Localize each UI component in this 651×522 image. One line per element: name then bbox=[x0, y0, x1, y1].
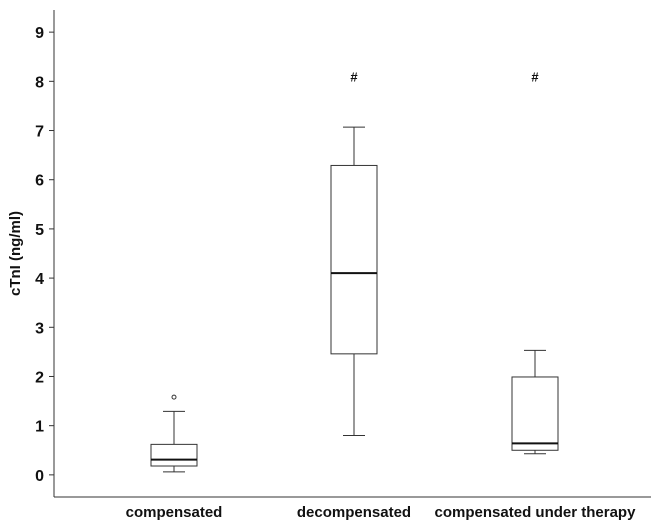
y-tick-label: 4 bbox=[35, 271, 44, 288]
box-group: # bbox=[511, 69, 559, 455]
outlier-point bbox=[171, 394, 177, 400]
x-category-label: compensated under therapy bbox=[435, 504, 637, 521]
significance-annotation: # bbox=[350, 69, 358, 84]
y-tick-label: 5 bbox=[35, 222, 44, 239]
boxes: # # bbox=[150, 69, 559, 473]
y-tick-label: 1 bbox=[35, 419, 44, 436]
y-tick-label: 6 bbox=[35, 173, 44, 190]
box-group: # bbox=[330, 69, 378, 437]
y-tick-label: 0 bbox=[35, 468, 44, 485]
iqr-box bbox=[330, 164, 378, 355]
y-axis-ticks: 0 1 2 3 4 5 6 7 8 9 bbox=[35, 25, 54, 485]
axes bbox=[53, 10, 651, 498]
x-category-label: compensated bbox=[126, 504, 223, 521]
significance-annotation: # bbox=[531, 69, 539, 84]
y-tick-label: 8 bbox=[35, 74, 44, 91]
y-tick-label: 3 bbox=[35, 320, 44, 337]
y-tick-label: 9 bbox=[35, 25, 44, 42]
x-axis-labels: compensated decompensated compensated unde… bbox=[126, 504, 636, 521]
y-axis-title: cTnI (ng/ml) bbox=[7, 211, 24, 296]
x-category-label: decompensated bbox=[297, 504, 411, 521]
iqr-box bbox=[150, 443, 198, 467]
y-tick-label: 2 bbox=[35, 369, 44, 386]
y-tick-label: 7 bbox=[35, 124, 44, 141]
box-group bbox=[150, 394, 198, 473]
iqr-box bbox=[511, 376, 559, 451]
